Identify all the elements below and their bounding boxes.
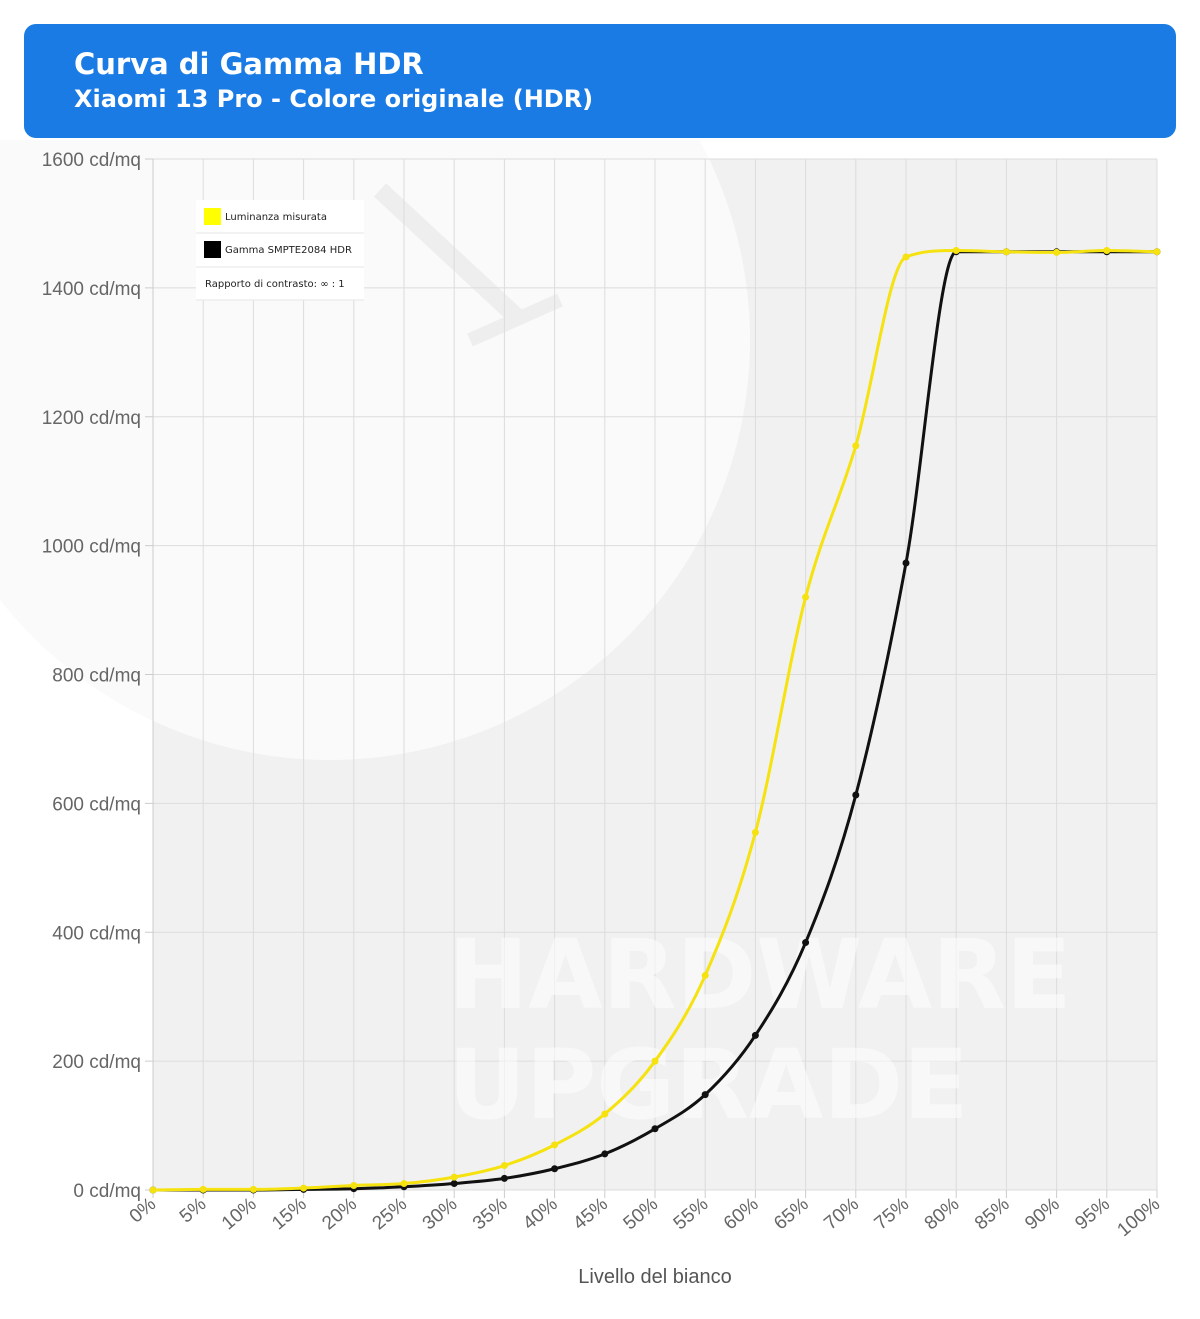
y-axis-ticks: 0 cd/mq 200 cd/mq 400 cd/mq 600 cd/mq 800 cd… <box>42 150 153 1202</box>
x-tick-label: 35% <box>469 1194 512 1235</box>
data-point <box>601 1110 609 1118</box>
x-tick-label: 45% <box>569 1194 612 1235</box>
x-axis-label: Livello del bianco <box>578 1266 731 1288</box>
x-tick-label: 20% <box>318 1194 361 1235</box>
y-tick-label: 1000 cd/mq <box>42 537 141 558</box>
x-tick-label: 95% <box>1071 1194 1114 1235</box>
x-tick-label: 65% <box>770 1194 813 1235</box>
x-tick-label: 30% <box>419 1194 462 1235</box>
watermark-text: HARDWARE UPGRADE <box>448 919 1072 1141</box>
data-point <box>802 593 810 601</box>
x-tick-label: 85% <box>971 1194 1014 1235</box>
legend-label-measured: Luminanza misurata <box>225 212 327 223</box>
y-tick-label: 400 cd/mq <box>52 923 141 944</box>
data-point <box>551 1165 559 1173</box>
data-point <box>1002 248 1010 256</box>
legend-label-reference: Gamma SMPTE2084 HDR <box>225 245 352 256</box>
data-point <box>902 253 910 261</box>
data-point <box>300 1184 308 1192</box>
series-layer <box>149 247 1161 1194</box>
watermark-line2: UPGRADE <box>448 1029 969 1141</box>
data-point <box>651 1057 659 1065</box>
gamma-chart: HARDWARE UPGRADE 0 cd/mq 200 cd/mq 400 cd/… <box>0 140 1164 1288</box>
x-tick-label: 80% <box>921 1194 964 1235</box>
x-tick-label: 50% <box>620 1194 663 1235</box>
data-point <box>601 1150 609 1158</box>
x-tick-label: 100% <box>1113 1194 1164 1241</box>
x-axis-ticks: 0% 5% 10% 15% 20% 25% 30% 35% 40% 45% 50% 55% 60% 65%… <box>126 1190 1164 1241</box>
data-point <box>701 971 709 979</box>
y-tick-label: 800 cd/mq <box>52 666 141 687</box>
x-tick-label: 70% <box>820 1194 863 1235</box>
data-point <box>1053 248 1061 256</box>
data-point <box>149 1186 157 1194</box>
y-tick-label: 1600 cd/mq <box>42 150 141 171</box>
data-point <box>450 1180 458 1188</box>
x-tick-label: 60% <box>720 1194 763 1235</box>
chart-header: Curva di Gamma HDR Xiaomi 13 Pro - Color… <box>24 24 1176 138</box>
data-point <box>400 1180 408 1188</box>
data-point <box>952 247 960 255</box>
legend-swatch-measured <box>204 208 221 225</box>
legend: Luminanza misurata Gamma SMPTE2084 HDR R… <box>196 200 364 301</box>
data-point <box>450 1173 458 1181</box>
y-tick-label: 1200 cd/mq <box>42 408 141 429</box>
chart-title: Curva di Gamma HDR <box>74 47 424 81</box>
data-point <box>651 1125 659 1133</box>
legend-box <box>196 200 364 300</box>
legend-contrast-note: Rapporto di contrasto: ∞ : 1 <box>205 279 345 290</box>
y-tick-label: 1400 cd/mq <box>42 279 141 300</box>
data-point <box>1103 247 1111 255</box>
data-point <box>902 559 910 567</box>
legend-swatch-reference <box>204 241 221 258</box>
series-measured <box>149 247 1161 1194</box>
x-tick-label: 75% <box>871 1194 914 1235</box>
y-tick-label: 600 cd/mq <box>52 794 141 815</box>
x-tick-label: 5% <box>176 1194 211 1228</box>
x-tick-label: 10% <box>218 1194 261 1235</box>
data-point <box>249 1185 257 1193</box>
y-tick-label: 0 cd/mq <box>73 1181 141 1202</box>
data-point <box>199 1185 207 1193</box>
chart-subtitle: Xiaomi 13 Pro - Colore originale (HDR) <box>74 85 594 113</box>
x-tick-label: 15% <box>268 1194 311 1235</box>
data-point <box>1153 248 1161 256</box>
x-tick-label: 55% <box>670 1194 713 1235</box>
data-point <box>350 1181 358 1189</box>
data-point <box>751 828 759 836</box>
data-point <box>701 1091 709 1099</box>
data-point <box>500 1174 508 1182</box>
data-point <box>802 939 810 947</box>
watermark-line1: HARDWARE <box>448 919 1072 1031</box>
x-tick-label: 25% <box>369 1194 412 1235</box>
data-point <box>551 1141 559 1149</box>
x-tick-label: 90% <box>1021 1194 1064 1235</box>
data-point <box>751 1031 759 1039</box>
y-tick-label: 200 cd/mq <box>52 1052 141 1073</box>
data-point <box>500 1162 508 1170</box>
x-tick-label: 40% <box>519 1194 562 1235</box>
watermark-shapes <box>0 140 750 760</box>
data-point <box>852 791 860 799</box>
data-point <box>852 442 860 450</box>
